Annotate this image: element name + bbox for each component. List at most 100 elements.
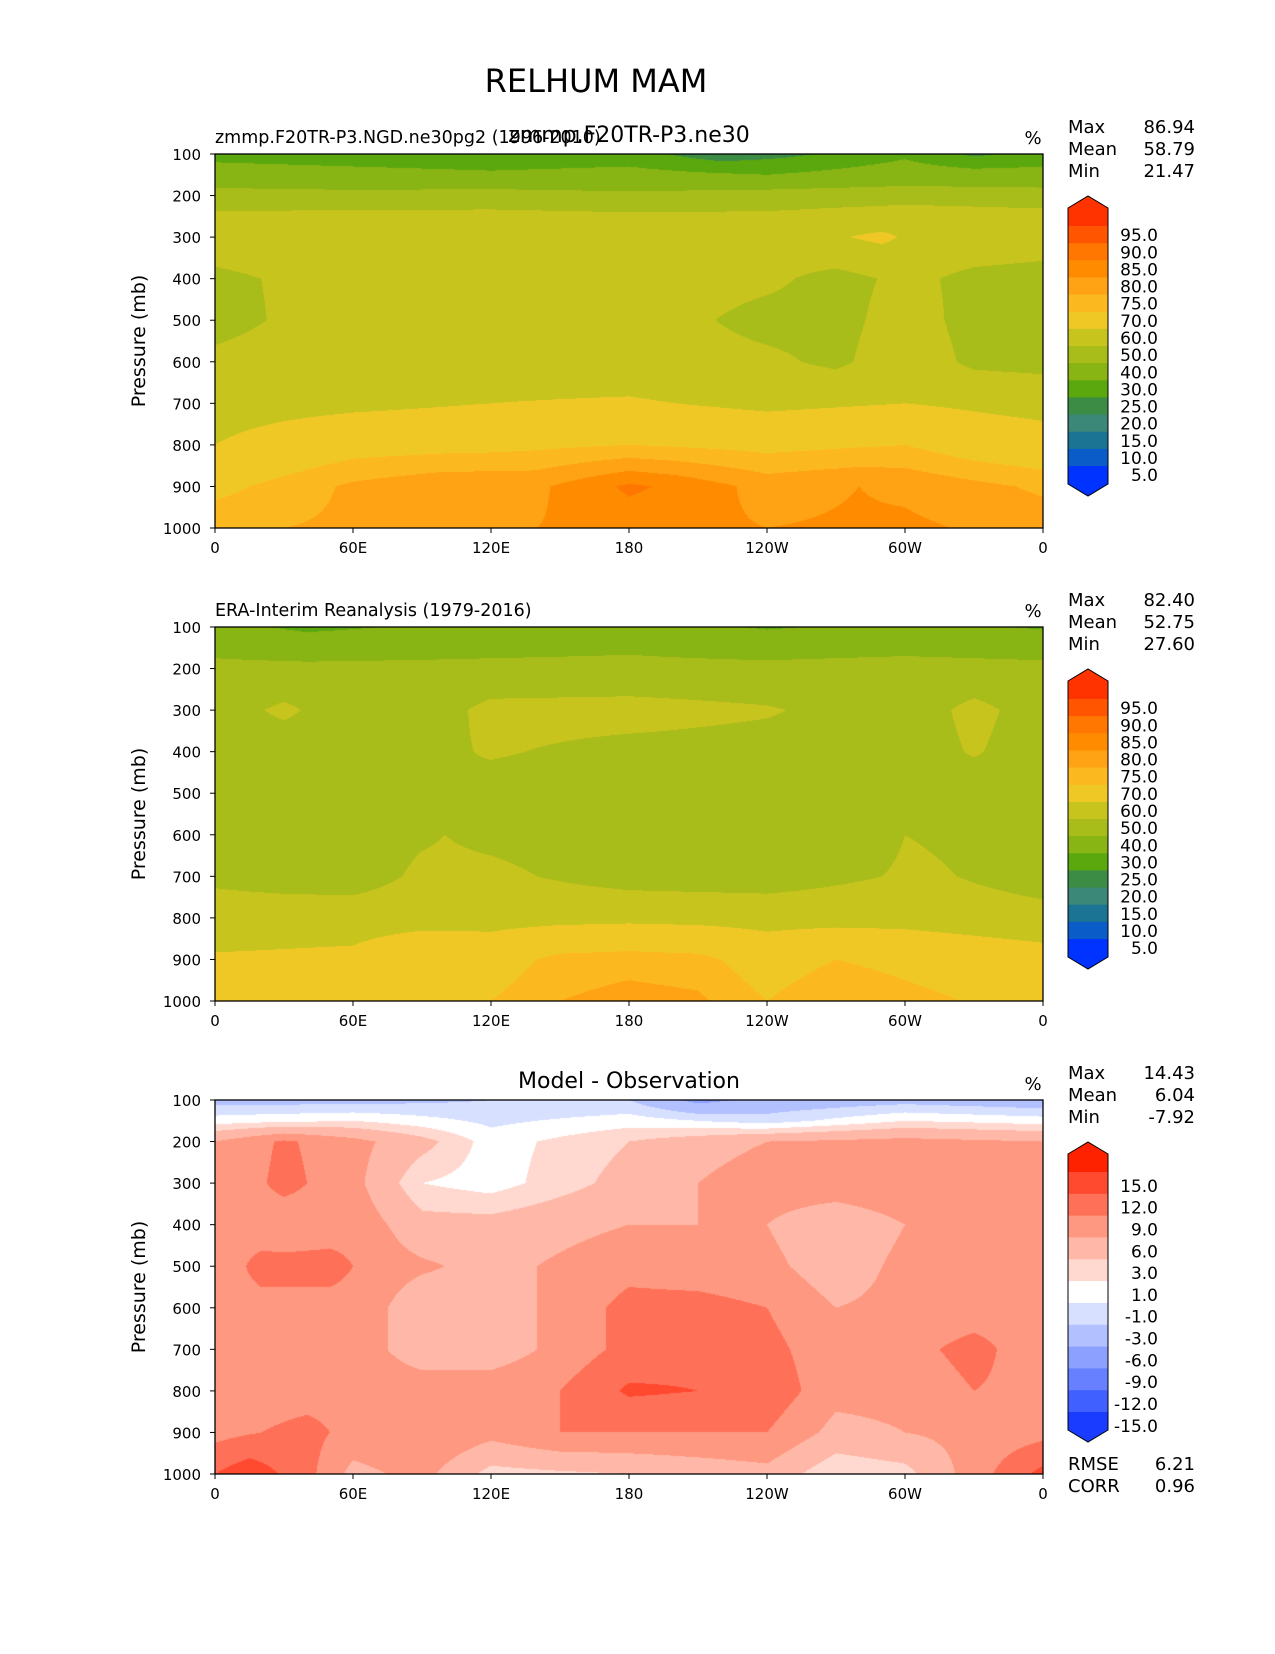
colorbar-swatch — [1068, 311, 1108, 330]
contour-field-difference — [215, 1100, 1043, 1474]
y-tick-label: 700 — [172, 868, 201, 886]
colorbar-swatch — [1068, 1302, 1108, 1326]
y-tick-label: 200 — [172, 661, 201, 679]
y-tick-label: 900 — [172, 951, 201, 969]
x-tick-label: 0 — [1038, 1485, 1048, 1503]
stat-label-max: Max — [1068, 590, 1106, 611]
y-axis-label: Pressure (mb) — [128, 748, 150, 881]
stat-label-min: Min — [1068, 1107, 1100, 1128]
stat-value-corr: 0.96 — [1155, 1476, 1195, 1497]
y-tick-label: 800 — [172, 910, 201, 928]
colorbar-tick-label: 85.0 — [1120, 260, 1158, 280]
colorbar-tick-label: 20.0 — [1120, 888, 1158, 908]
stat-value-min: -7.92 — [1148, 1107, 1195, 1128]
colorbar-tick-label: -3.0 — [1125, 1330, 1158, 1350]
colorbar-tick-label: 60.0 — [1120, 329, 1158, 349]
colorbar-swatch — [1068, 1368, 1108, 1391]
colorbar-swatch — [1068, 1324, 1108, 1348]
colorbar-swatch — [1068, 716, 1108, 734]
x-tick-label: 120W — [745, 539, 789, 557]
x-tick-label: 180 — [615, 539, 644, 557]
colorbar-swatch — [1068, 1281, 1108, 1304]
colorbar-tick-label: 40.0 — [1120, 836, 1158, 856]
colorbar-swatch — [1068, 784, 1108, 803]
colorbar-tick-label: 75.0 — [1120, 295, 1158, 315]
y-tick-label: 900 — [172, 478, 201, 496]
figure-title: RELHUM MAM — [485, 62, 708, 100]
y-tick-label: 500 — [172, 312, 201, 330]
y-tick-label: 400 — [172, 1217, 201, 1235]
colorbar-swatch — [1068, 750, 1108, 769]
colorbar-extend-min — [1068, 1412, 1108, 1442]
colorbar-tick-label: -6.0 — [1125, 1351, 1158, 1371]
x-tick-label: 120E — [472, 539, 510, 557]
colorbar-tick-label: 20.0 — [1120, 415, 1158, 435]
x-tick-label: 0 — [1038, 539, 1048, 557]
stat-label-corr: CORR — [1068, 1476, 1120, 1497]
x-tick-label: 120E — [472, 1485, 510, 1503]
colorbar-swatch — [1068, 767, 1108, 786]
colorbar-swatch — [1068, 260, 1108, 278]
x-tick-label: 0 — [210, 539, 220, 557]
x-tick-label: 60E — [339, 1012, 368, 1030]
colorbar-tick-label: 6.0 — [1131, 1242, 1158, 1262]
colorbar-extend-max — [1068, 196, 1108, 226]
colorbar-tick-label: 50.0 — [1120, 346, 1158, 366]
stat-value-max: 86.94 — [1143, 117, 1195, 138]
stat-label-min: Min — [1068, 161, 1100, 182]
x-tick-label: 60E — [339, 1485, 368, 1503]
panel-left-title: zmmp.F20TR-P3.NGD.ne30pg2 (1996-2010) — [215, 128, 601, 148]
colorbar-tick-label: 12.0 — [1120, 1199, 1158, 1219]
stat-label-max: Max — [1068, 117, 1106, 138]
y-tick-label: 700 — [172, 395, 201, 413]
colorbar-tick-label: -12.0 — [1114, 1395, 1158, 1415]
colorbar-extend-min — [1068, 939, 1108, 969]
colorbar-swatch — [1068, 904, 1108, 923]
colorbar-swatch — [1068, 226, 1108, 244]
colorbar-swatch — [1068, 699, 1108, 717]
stat-value-rmse: 6.21 — [1155, 1454, 1195, 1475]
y-tick-label: 300 — [172, 702, 201, 720]
colorbar-tick-label: 95.0 — [1120, 699, 1158, 719]
colorbar-extend-max — [1068, 669, 1108, 699]
units-label: % — [1024, 601, 1041, 622]
colorbar-swatch — [1068, 1193, 1108, 1217]
colorbar-swatch — [1068, 887, 1108, 906]
colorbar-tick-label: -15.0 — [1114, 1417, 1158, 1437]
x-tick-label: 120W — [745, 1485, 789, 1503]
y-tick-label: 100 — [172, 1092, 201, 1110]
colorbar-tick-label: 70.0 — [1120, 312, 1158, 332]
colorbar-tick-label: 10.0 — [1120, 449, 1158, 469]
colorbar-swatch — [1068, 1237, 1108, 1260]
x-tick-label: 0 — [210, 1485, 220, 1503]
colorbar-tick-label: 30.0 — [1120, 853, 1158, 873]
colorbar-extend-min — [1068, 466, 1108, 496]
colorbar-swatch — [1068, 819, 1108, 837]
colorbar-extend-max — [1068, 1142, 1108, 1172]
x-tick-label: 180 — [615, 1012, 644, 1030]
colorbar-tick-label: 50.0 — [1120, 819, 1158, 839]
x-tick-label: 120E — [472, 1012, 510, 1030]
panel-difference: Model - Observation % Pressure (mb) 100 200 3… — [128, 1063, 1195, 1503]
stat-value-max: 82.40 — [1143, 590, 1195, 611]
colorbar-swatch — [1068, 448, 1108, 467]
stat-value-min: 21.47 — [1143, 161, 1195, 182]
stat-label-rmse: RMSE — [1068, 1454, 1119, 1475]
y-tick-label: 800 — [172, 1383, 201, 1401]
x-tick-label: 180 — [615, 1485, 644, 1503]
colorbar-tick-label: 3.0 — [1131, 1264, 1158, 1284]
stat-label-mean: Mean — [1068, 612, 1117, 633]
y-tick-label: 1000 — [163, 520, 201, 538]
stat-value-mean: 6.04 — [1155, 1085, 1195, 1106]
colorbar-tick-label: 90.0 — [1120, 716, 1158, 736]
y-tick-label: 200 — [172, 1134, 201, 1152]
colorbar-tick-label: 25.0 — [1120, 871, 1158, 891]
y-tick-label: 700 — [172, 1341, 201, 1359]
colorbar-swatch — [1068, 1346, 1108, 1369]
panel-left-title: ERA-Interim Reanalysis (1979-2016) — [215, 601, 532, 621]
colorbar-tick-label: 10.0 — [1120, 922, 1158, 942]
colorbar-swatch — [1068, 1215, 1108, 1238]
y-tick-label: 300 — [172, 229, 201, 247]
y-tick-label: 800 — [172, 437, 201, 455]
colorbar-swatch — [1068, 733, 1108, 751]
